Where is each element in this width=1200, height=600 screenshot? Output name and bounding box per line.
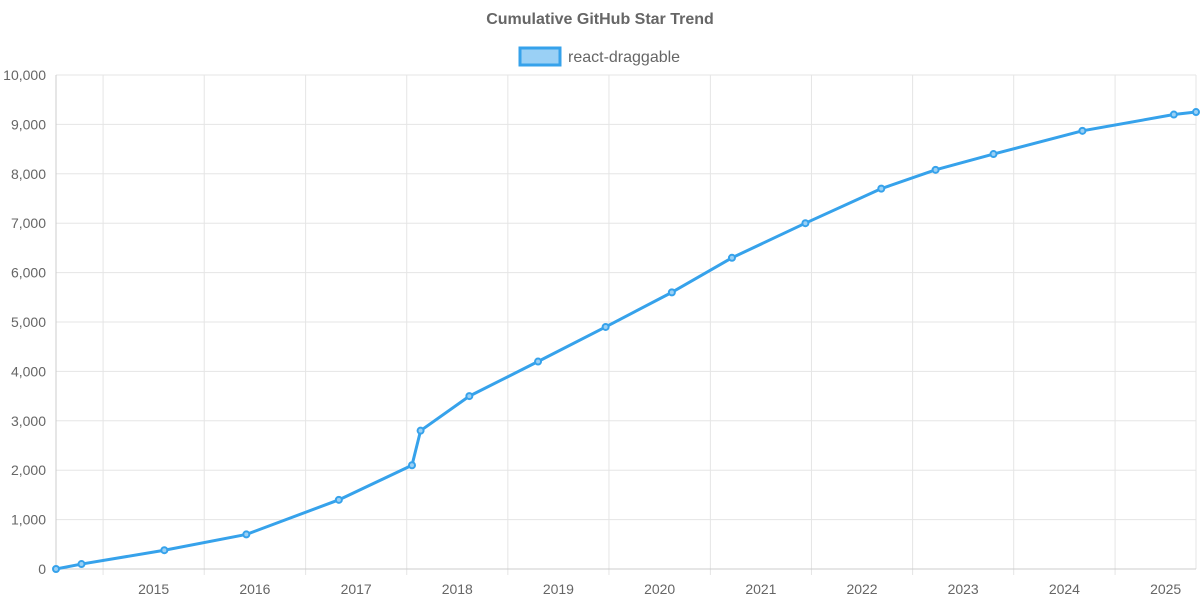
- data-point: [601, 322, 610, 331]
- data-point: [407, 461, 416, 470]
- data-point: [801, 219, 810, 228]
- series: [52, 108, 1200, 573]
- x-tick-label: 2018: [442, 581, 473, 597]
- x-tick-label: 2024: [1049, 581, 1080, 597]
- y-tick-label: 1,000: [11, 512, 46, 528]
- series-line: [54, 110, 1198, 571]
- y-tick-label: 10,000: [3, 67, 46, 83]
- tick-labels: 0 1,000 2,000 3,000 4,000 5,000 6,000 7,000 8,00…: [3, 67, 1181, 597]
- data-point: [77, 560, 86, 569]
- data-point: [416, 426, 425, 435]
- x-tick-label: 2015: [138, 581, 169, 597]
- data-point: [334, 495, 343, 504]
- x-tick-label: 2019: [543, 581, 574, 597]
- legend: react-draggable: [518, 46, 680, 67]
- y-tick-label: 0: [38, 561, 46, 577]
- y-tick-label: 9,000: [11, 116, 46, 132]
- x-tick-label: 2022: [846, 581, 877, 597]
- axes: [55, 75, 1196, 570]
- data-point: [1078, 126, 1087, 135]
- chart-title: Cumulative GitHub Star Trend: [486, 11, 714, 28]
- legend-label: react-draggable: [568, 49, 680, 66]
- x-tick-label: 2017: [341, 581, 372, 597]
- grid: [55, 74, 1197, 575]
- x-tick-label: 2016: [239, 581, 270, 597]
- data-point: [727, 253, 736, 262]
- data-point: [931, 165, 940, 174]
- data-point: [1192, 108, 1200, 117]
- y-tick-label: 4,000: [11, 363, 46, 379]
- data-point: [465, 392, 474, 401]
- y-tick-label: 5,000: [11, 314, 46, 330]
- data-point: [667, 288, 676, 297]
- data-point: [160, 546, 169, 555]
- x-tick-label: 2020: [644, 581, 675, 597]
- y-tick-label: 6,000: [11, 265, 46, 281]
- data-point: [52, 565, 60, 573]
- x-tick-label: 2025: [1150, 581, 1181, 597]
- y-tick-label: 8,000: [11, 166, 46, 182]
- y-tick-label: 2,000: [11, 462, 46, 478]
- y-tick-label: 7,000: [11, 215, 46, 231]
- data-point: [242, 530, 251, 539]
- data-point: [534, 357, 543, 366]
- x-tick-label: 2021: [745, 581, 776, 597]
- legend-swatch: [518, 46, 562, 67]
- y-tick-label: 3,000: [11, 413, 46, 429]
- data-point: [877, 184, 886, 193]
- data-point: [1169, 110, 1178, 119]
- data-point: [989, 150, 998, 159]
- x-tick-label: 2023: [948, 581, 979, 597]
